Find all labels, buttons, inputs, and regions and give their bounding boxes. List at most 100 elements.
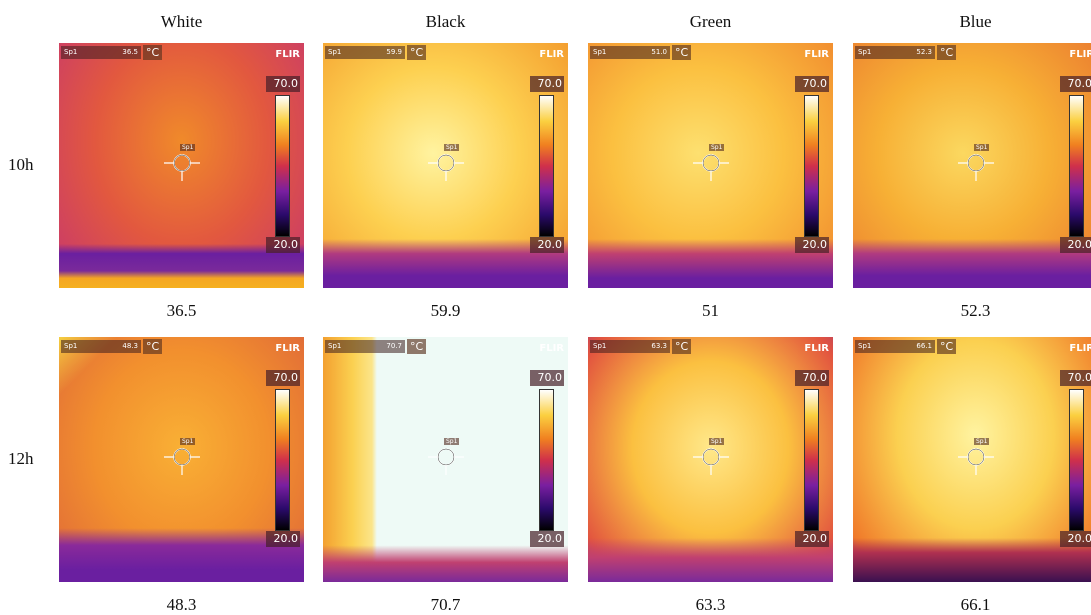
unit: °C [937, 339, 956, 354]
crosshair-lines [693, 163, 729, 181]
scale-max: 70.0 [530, 76, 564, 92]
color-scale [1069, 389, 1084, 531]
thermal-image: Sp1 36.5°C FLIR 70.0 20.0 Sp1 [59, 43, 304, 288]
crosshair [691, 143, 731, 183]
thermal-image: Sp1 63.3°C FLIR 70.0 20.0 Sp1 [588, 337, 833, 582]
scale-min: 20.0 [530, 531, 564, 547]
color-scale [804, 389, 819, 531]
crosshair-ring-outline [703, 155, 719, 171]
scale-min: 20.0 [1060, 237, 1091, 253]
crosshair [691, 437, 731, 477]
crosshair-lines [164, 163, 200, 181]
scale-min: 20.0 [266, 237, 300, 253]
crosshair-ring-outline [174, 449, 190, 465]
brand: FLIR [804, 49, 829, 60]
crosshair-ring-outline [438, 155, 454, 171]
brand: FLIR [539, 343, 564, 354]
spot-bar: Sp1 63.3 [590, 340, 670, 353]
spot-name: Sp1 [858, 46, 871, 59]
crosshair-lines [693, 457, 729, 475]
spot-reading: 52.3 [916, 46, 932, 59]
scale-max: 70.0 [1060, 76, 1091, 92]
thermal-image: Sp1 70.7°C FLIR 70.0 20.0 Sp1 [323, 337, 568, 582]
unit: °C [937, 45, 956, 60]
spot-name: Sp1 [64, 46, 77, 59]
scale-max: 70.0 [795, 76, 829, 92]
brand: FLIR [1069, 343, 1091, 354]
crosshair-lines [428, 457, 464, 475]
crosshair [426, 437, 466, 477]
crosshair [956, 437, 996, 477]
spot-name: Sp1 [328, 46, 341, 59]
caption: 66.1 [853, 595, 1091, 615]
brand: FLIR [539, 49, 564, 60]
brand: FLIR [275, 343, 300, 354]
brand: FLIR [275, 49, 300, 60]
scale-max: 70.0 [1060, 370, 1091, 386]
crosshair-ring-outline [174, 155, 190, 171]
unit: °C [672, 45, 691, 60]
spot-reading: 70.7 [386, 340, 402, 353]
brand: FLIR [804, 343, 829, 354]
unit: °C [143, 339, 162, 354]
caption: 48.3 [59, 595, 304, 615]
thermal-image: Sp1 48.3°C FLIR 70.0 20.0 Sp1 [59, 337, 304, 582]
color-scale [1069, 95, 1084, 237]
unit: °C [407, 339, 426, 354]
crosshair-lines [428, 163, 464, 181]
caption: 36.5 [59, 301, 304, 321]
crosshair-ring-outline [438, 449, 454, 465]
crosshair-lines [958, 457, 994, 475]
caption: 52.3 [853, 301, 1091, 321]
caption: 51 [588, 301, 833, 321]
crosshair-lines [958, 163, 994, 181]
row-label: 12h [8, 449, 48, 469]
spot-name: Sp1 [64, 340, 77, 353]
color-scale [539, 389, 554, 531]
thermal-image: Sp1 52.3°C FLIR 70.0 20.0 Sp1 [853, 43, 1091, 288]
spot-reading: 36.5 [122, 46, 138, 59]
spot-bar: Sp1 48.3 [61, 340, 141, 353]
thermal-image: Sp159.9°CFLIR70.020.0Sp1 [323, 43, 568, 288]
crosshair [162, 143, 202, 183]
crosshair [426, 143, 466, 183]
unit: °C [672, 339, 691, 354]
crosshair-lines [164, 457, 200, 475]
color-scale [539, 95, 554, 237]
brand: FLIR [1069, 49, 1091, 60]
spot-reading: 66.1 [916, 340, 932, 353]
spot-name: Sp1 [593, 340, 606, 353]
row-label: 10h [8, 155, 48, 175]
crosshair-ring-outline [703, 449, 719, 465]
scale-min: 20.0 [1060, 531, 1091, 547]
column-header: Green [588, 12, 833, 32]
scale-min: 20.0 [266, 531, 300, 547]
crosshair [956, 143, 996, 183]
spot-bar: Sp1 36.5 [61, 46, 141, 59]
unit: °C [407, 45, 426, 60]
scale-min: 20.0 [530, 237, 564, 253]
spot-bar: Sp1 70.7 [325, 340, 405, 353]
caption: 59.9 [323, 301, 568, 321]
scale-max: 70.0 [266, 76, 300, 92]
scale-max: 70.0 [795, 370, 829, 386]
page: WhiteBlackGreenBlue10hSp136.5°CFLIR70.02… [0, 0, 1091, 609]
spot-bar: Sp151.0 [590, 46, 670, 59]
crosshair [162, 437, 202, 477]
caption: 70.7 [323, 595, 568, 615]
scale-min: 20.0 [795, 531, 829, 547]
spot-bar: Sp1 52.3 [855, 46, 935, 59]
column-header: Black [323, 12, 568, 32]
color-scale [804, 95, 819, 237]
scale-max: 70.0 [266, 370, 300, 386]
scale-min: 20.0 [795, 237, 829, 253]
spot-reading: 63.3 [651, 340, 667, 353]
scale-max: 70.0 [530, 370, 564, 386]
spot-reading: 48.3 [122, 340, 138, 353]
unit: °C [143, 45, 162, 60]
thermal-image: Sp151.0°CFLIR70.020.0Sp1 [588, 43, 833, 288]
spot-name: Sp1 [328, 340, 341, 353]
color-scale [275, 389, 290, 531]
